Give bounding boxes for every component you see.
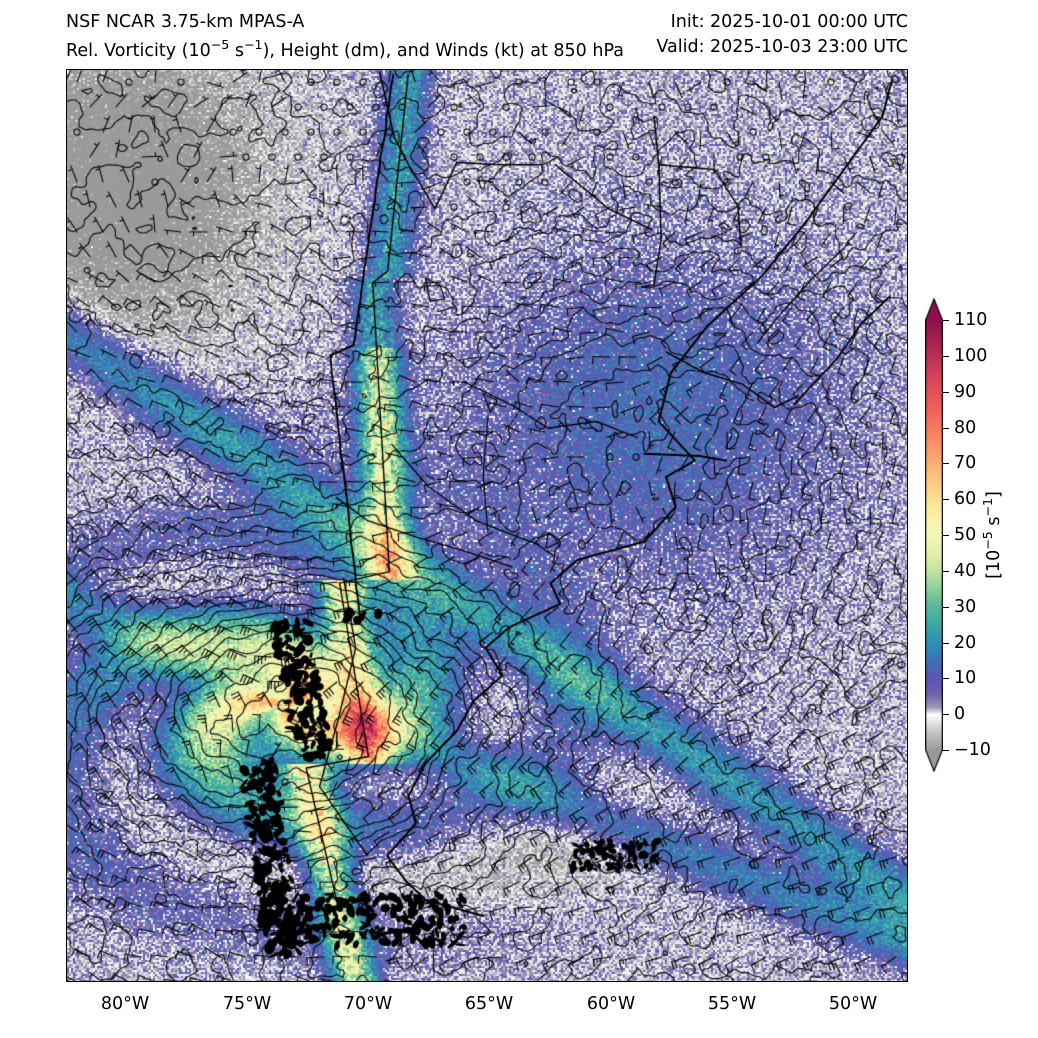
field-title-prefix: Rel. Vorticity (10 [66, 40, 211, 61]
valid-time-label: Valid: 2025-10-03 23:00 UTC [656, 37, 908, 57]
xtick-label: 80°W [100, 994, 150, 1014]
colorbar-tick-mark [943, 678, 949, 680]
colorbar-tick-mark [943, 499, 949, 501]
xtick-label: 65°W [464, 994, 514, 1014]
map-plot-area [66, 69, 908, 982]
colorbar: 110 100 90 80 70 60 50 40 30 20 10 0 −10 [925, 298, 991, 772]
xtick-label: 50°W [828, 994, 878, 1014]
cb-label-exponent-2: −1 [980, 497, 996, 517]
colorbar-tick-mark [943, 750, 949, 751]
colorbar-tick-label: 90 [954, 381, 977, 402]
colorbar-tick-label: 110 [954, 310, 988, 330]
colorbar-tick-label: 70 [954, 453, 977, 474]
field-title: Rel. Vorticity (10−5 s−1), Height (dm), … [66, 37, 624, 61]
colorbar-tick-label: −10 [954, 740, 991, 760]
cb-label-suffix: ] [983, 491, 1004, 498]
colorbar-tick-mark [943, 320, 949, 321]
vorticity-wind-map-canvas [67, 70, 907, 981]
colorbar-tick-mark [943, 355, 949, 357]
colorbar-tick-mark [943, 570, 949, 572]
colorbar-tick-label: 40 [954, 560, 977, 581]
field-title-suffix: ), Height (dm), and Winds (kt) at 850 hP… [262, 40, 624, 61]
init-time-label: Init: 2025-10-01 00:00 UTC [670, 12, 908, 32]
xtick-label: 55°W [707, 994, 757, 1014]
colorbar-tick-mark [943, 427, 949, 429]
colorbar-tick-mark [943, 535, 949, 536]
model-title: NSF NCAR 3.75-km MPAS-A [66, 12, 305, 32]
colorbar-units-label: [10−5 s−1] [980, 491, 1004, 579]
colorbar-tick-label: 20 [954, 632, 977, 653]
cb-label-mid: s [983, 516, 1004, 532]
field-title-exponent-1: −5 [210, 37, 230, 52]
colorbar-tick-label: 60 [954, 489, 977, 510]
cb-label-prefix: [10 [983, 549, 1004, 579]
field-title-mid: s [229, 40, 244, 61]
cb-label-exponent-1: −5 [980, 531, 996, 550]
xtick-label: 70°W [343, 994, 393, 1014]
colorbar-tick-mark [943, 391, 949, 393]
xtick-label: 60°W [586, 994, 636, 1014]
colorbar-tick-label: 100 [954, 345, 988, 366]
field-title-exponent-2: −1 [244, 37, 263, 52]
colorbar-tick-label: 10 [954, 668, 977, 689]
colorbar-tick-mark [943, 642, 949, 644]
xtick-label: 75°W [222, 994, 272, 1014]
colorbar-tick-label: 80 [954, 417, 977, 438]
colorbar-tick-mark [943, 714, 949, 716]
colorbar-tick-label: 0 [954, 704, 966, 725]
colorbar-tick-label: 30 [954, 596, 977, 617]
colorbar-tick-mark [943, 606, 949, 608]
colorbar-gradient [925, 298, 943, 772]
colorbar-tick-label: 50 [954, 525, 977, 545]
colorbar-tick-mark [943, 463, 949, 465]
